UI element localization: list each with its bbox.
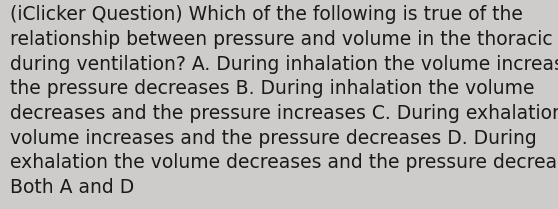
Text: (iClicker Question) Which of the following is true of the
relationship between p: (iClicker Question) Which of the followi… bbox=[10, 5, 558, 197]
